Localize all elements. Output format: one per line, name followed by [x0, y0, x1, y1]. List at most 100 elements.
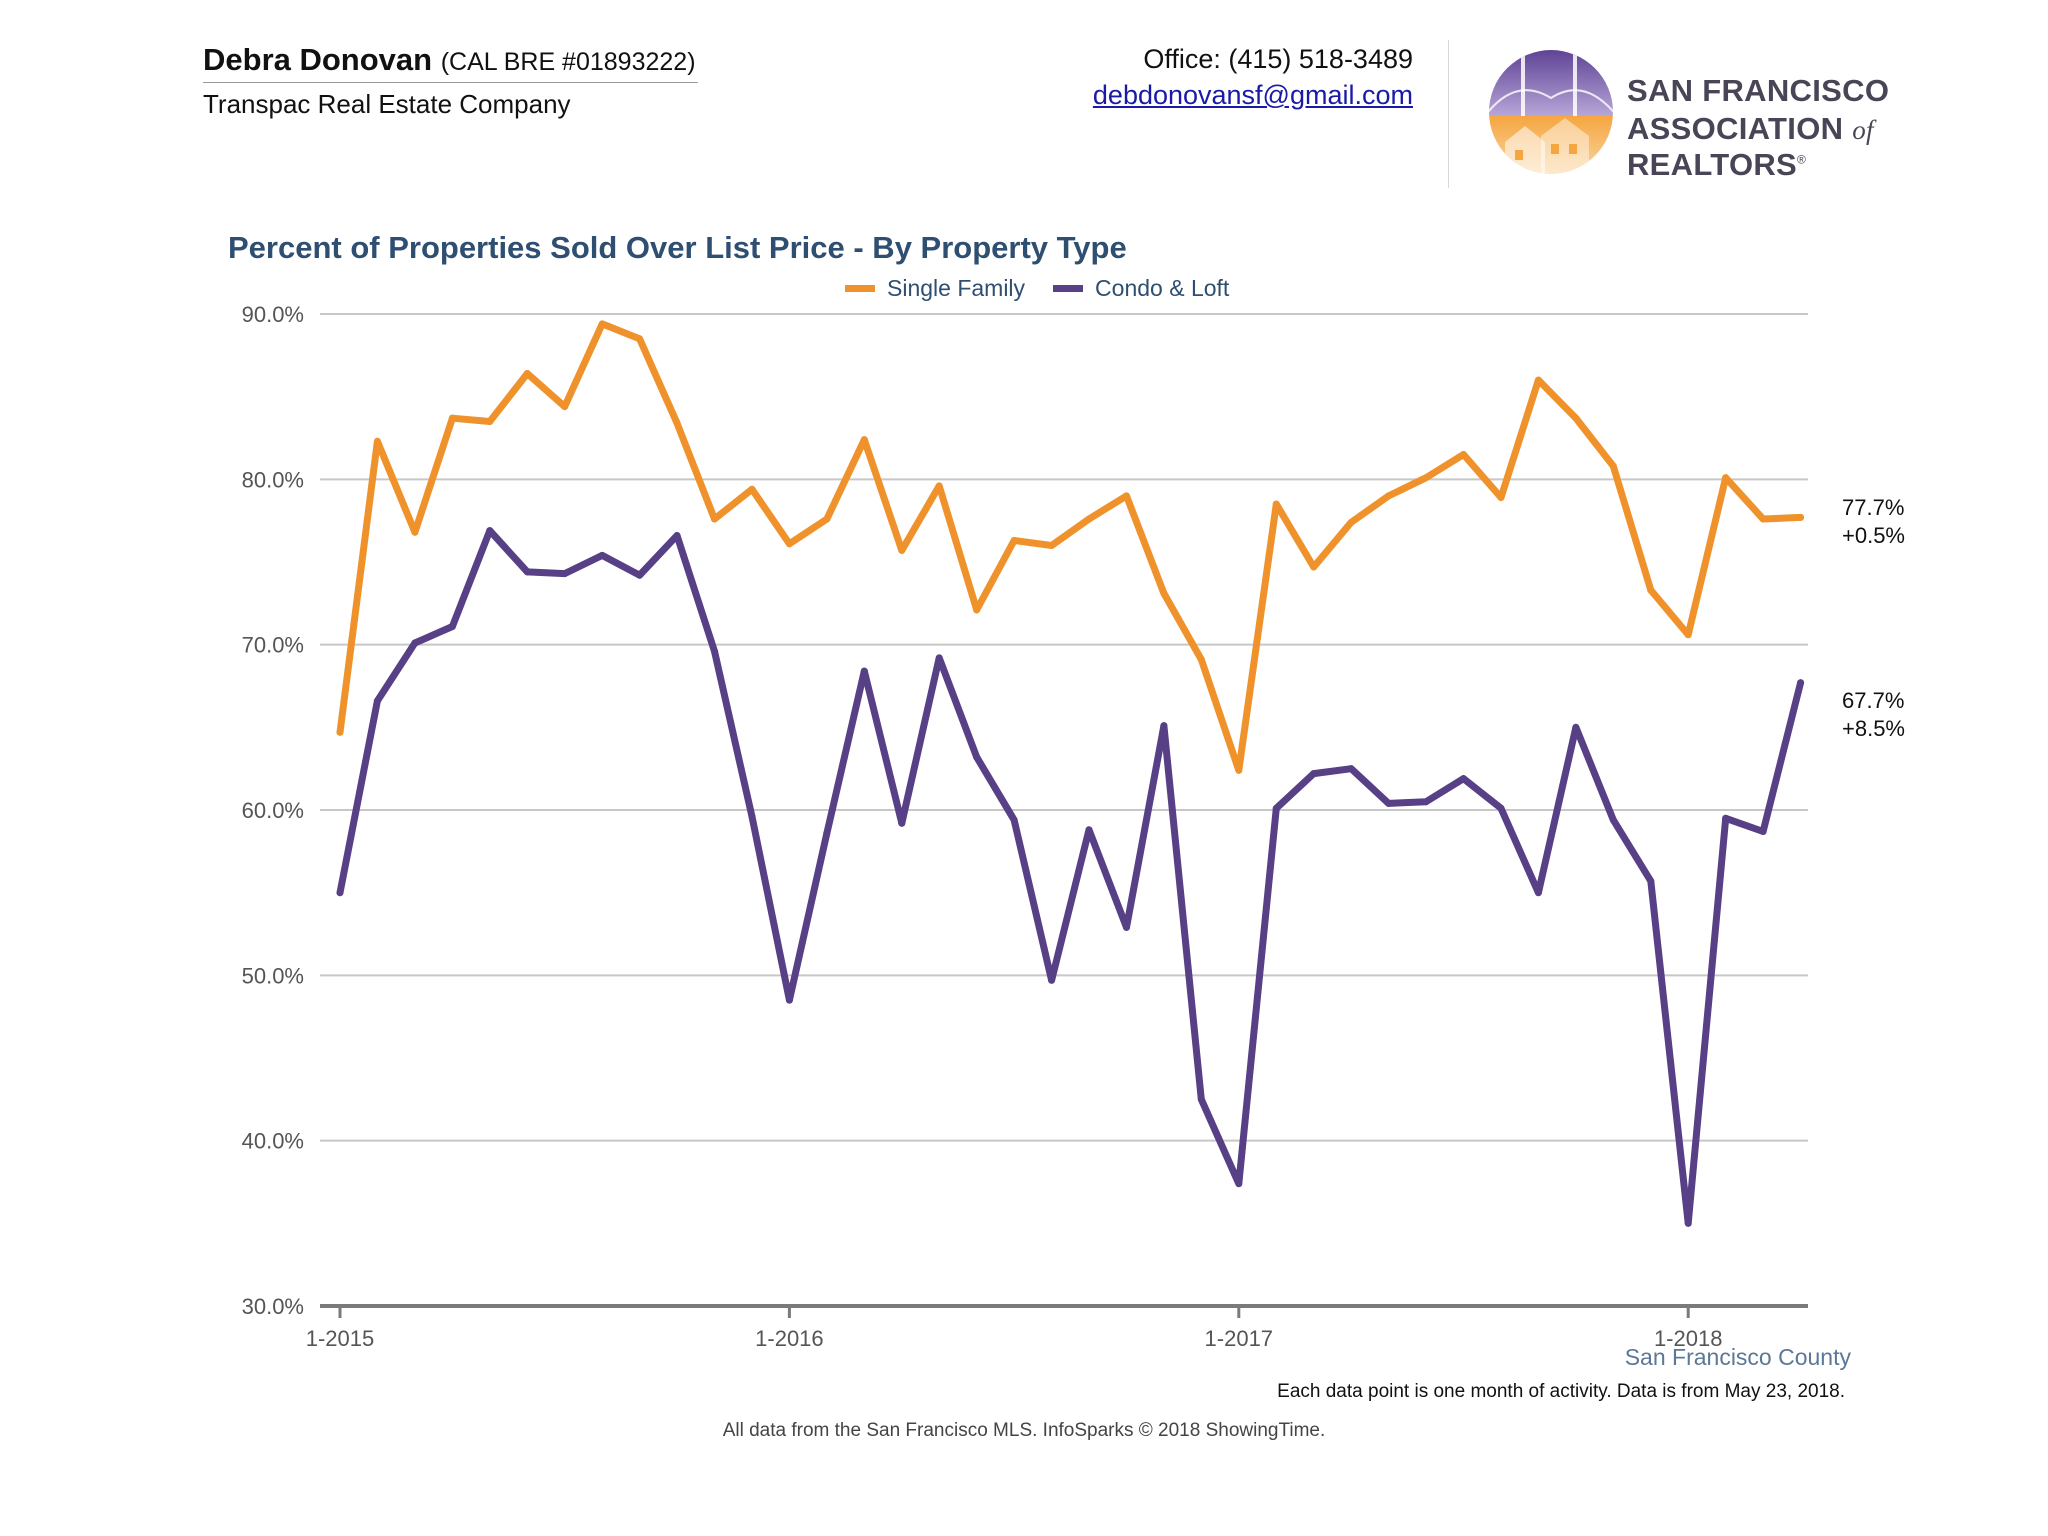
- data-point-condo-loft: [1759, 827, 1767, 835]
- data-point-condo-loft: [1385, 799, 1393, 807]
- data-source: All data from the San Francisco MLS. Inf…: [722, 1420, 1326, 1441]
- y-tick-label: 50.0%: [242, 963, 304, 988]
- data-point-condo-loft: [1534, 889, 1542, 897]
- county-label: San Francisco County: [1624, 1344, 1851, 1370]
- data-point-condo-loft: [1347, 765, 1355, 773]
- y-tick-label: 70.0%: [242, 633, 304, 658]
- data-point-single-family: [1272, 500, 1280, 508]
- data-point-single-family: [1085, 515, 1093, 523]
- data-point-condo-loft: [561, 570, 569, 578]
- data-point-single-family: [448, 414, 456, 422]
- data-point-single-family: [636, 335, 644, 343]
- header-divider: [203, 82, 698, 83]
- legend-label-single-family: Single Family: [887, 275, 1026, 301]
- data-point-condo-loft: [860, 667, 868, 675]
- data-point-condo-loft: [523, 568, 531, 576]
- logo-line-2-pre: ASSOCIATION: [1627, 111, 1853, 146]
- data-point-condo-loft: [1647, 877, 1655, 885]
- legend-swatch-single-family: [845, 285, 875, 292]
- data-point-single-family: [1048, 541, 1056, 549]
- data-point-single-family: [1122, 492, 1130, 500]
- data-point-condo-loft: [673, 532, 681, 540]
- golden-gate-houses-logo-icon: [1489, 50, 1613, 174]
- data-point-condo-loft: [785, 996, 793, 1004]
- data-point-single-family: [486, 417, 494, 425]
- logo-line-2-post: REALTORS: [1627, 147, 1798, 182]
- data-point-condo-loft: [373, 697, 381, 705]
- data-point-single-family: [1647, 586, 1655, 594]
- data-point-condo-loft: [636, 571, 644, 579]
- end-value-label-condo-loft: 67.7%: [1842, 688, 1904, 713]
- data-point-single-family: [973, 606, 981, 614]
- data-point-condo-loft: [1235, 1180, 1243, 1188]
- data-point-single-family: [1010, 537, 1018, 545]
- end-change-label-condo-loft: +8.5%: [1842, 716, 1905, 741]
- agent-license: (CAL BRE #01893222): [440, 48, 696, 76]
- x-tick-label: 1-2018: [1654, 1326, 1723, 1351]
- data-point-single-family: [1684, 631, 1692, 639]
- data-point-condo-loft: [1422, 798, 1430, 806]
- data-point-single-family: [1197, 656, 1205, 664]
- data-point-condo-loft: [973, 753, 981, 761]
- data-point-condo-loft: [1085, 826, 1093, 834]
- data-point-single-family: [598, 320, 606, 328]
- data-point-condo-loft: [598, 551, 606, 559]
- data-point-condo-loft: [1609, 816, 1617, 824]
- x-tick-label: 1-2015: [306, 1326, 375, 1351]
- data-point-single-family: [785, 540, 793, 548]
- data-point-condo-loft: [336, 889, 344, 897]
- legend-label-condo-loft: Condo & Loft: [1095, 275, 1230, 301]
- email-link[interactable]: debdonovansf@gmail.com: [1092, 80, 1413, 110]
- data-point-condo-loft: [411, 639, 419, 647]
- series-line-single-family: [336, 320, 1805, 774]
- company-name: Transpac Real Estate Company: [203, 89, 571, 119]
- data-point-single-family: [673, 419, 681, 427]
- y-tick-label: 90.0%: [242, 302, 304, 327]
- x-tick-label: 1-2016: [755, 1326, 824, 1351]
- data-point-condo-loft: [1310, 770, 1318, 778]
- data-point-single-family: [823, 515, 831, 523]
- data-point-condo-loft: [1460, 775, 1467, 783]
- data-point-single-family: [1347, 518, 1355, 526]
- y-tick-label: 60.0%: [242, 798, 304, 823]
- data-point-single-family: [1235, 766, 1243, 774]
- y-tick-label: 40.0%: [242, 1129, 304, 1154]
- data-point-condo-loft: [711, 647, 718, 655]
- data-point-single-family: [1422, 474, 1430, 482]
- data-point-single-family: [1385, 492, 1393, 500]
- data-point-single-family: [1759, 515, 1767, 523]
- data-point-condo-loft: [448, 622, 456, 630]
- data-point-condo-loft: [1572, 723, 1580, 731]
- data-point-single-family: [1572, 414, 1580, 422]
- office-phone: Office: (415) 518-3489: [1143, 44, 1413, 74]
- end-value-label-single-family: 77.7%: [1842, 495, 1904, 520]
- logo-line-1: SAN FRANCISCO: [1627, 73, 1890, 108]
- data-point-single-family: [711, 515, 718, 523]
- data-point-single-family: [1534, 376, 1542, 384]
- data-point-condo-loft: [935, 654, 943, 662]
- data-point-condo-loft: [1272, 804, 1280, 812]
- legend-swatch-condo-loft: [1053, 285, 1084, 292]
- data-point-single-family: [411, 528, 419, 536]
- logo-line-2: ASSOCIATION of REALTORS®: [1627, 111, 2048, 183]
- agent-name: Debra Donovan: [203, 42, 433, 77]
- data-point-condo-loft: [1010, 816, 1018, 824]
- y-tick-label: 30.0%: [242, 1294, 304, 1319]
- data-point-condo-loft: [1197, 1095, 1205, 1103]
- data-point-condo-loft: [1048, 976, 1056, 984]
- header-vertical-divider: [1448, 40, 1449, 188]
- data-point-condo-loft: [1797, 679, 1805, 687]
- data-point-condo-loft: [486, 527, 494, 535]
- data-point-single-family: [1722, 474, 1730, 482]
- series-line-condo-loft: [336, 527, 1805, 1227]
- data-point-single-family: [523, 370, 531, 378]
- data-point-single-family: [1160, 589, 1168, 597]
- data-point-single-family: [336, 728, 344, 736]
- logo-line-2-of: of: [1852, 115, 1874, 145]
- data-point-single-family: [898, 546, 906, 554]
- data-point-condo-loft: [898, 819, 906, 827]
- chart-title: Percent of Properties Sold Over List Pri…: [228, 230, 1127, 265]
- data-point-single-family: [1310, 563, 1318, 571]
- logo-registered-mark: ®: [1797, 152, 1807, 167]
- data-point-condo-loft: [1497, 804, 1505, 812]
